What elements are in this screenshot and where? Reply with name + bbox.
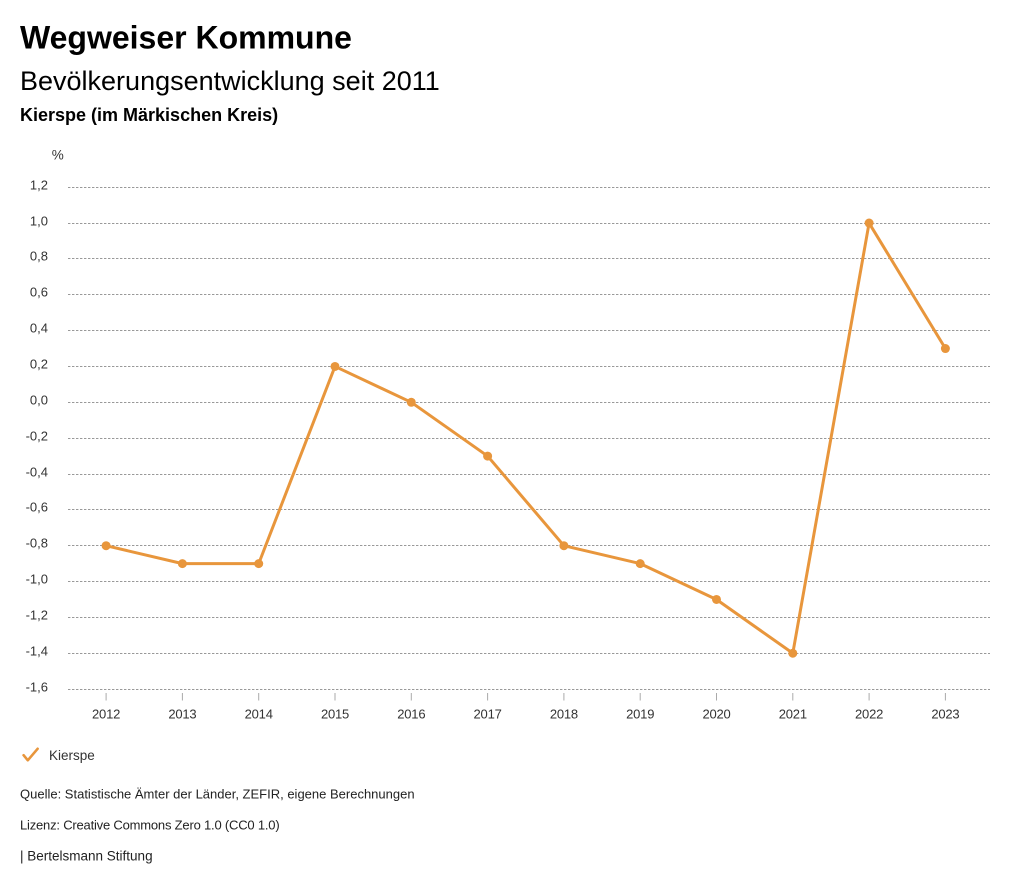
svg-text:-0,2: -0,2 — [26, 428, 48, 443]
svg-text:Lizenz: Creative Commons Zero: Lizenz: Creative Commons Zero 1.0 (CC0 1… — [20, 817, 279, 832]
svg-text:2018: 2018 — [550, 707, 578, 722]
svg-text:2020: 2020 — [702, 707, 730, 722]
svg-text:%: % — [52, 148, 64, 163]
svg-text:0,8: 0,8 — [30, 248, 48, 263]
svg-text:-1,4: -1,4 — [26, 643, 48, 658]
svg-text:1,2: 1,2 — [30, 177, 48, 192]
svg-text:-0,8: -0,8 — [26, 535, 48, 550]
svg-text:1,0: 1,0 — [30, 213, 48, 228]
svg-text:| Bertelsmann Stiftung: | Bertelsmann Stiftung — [20, 849, 153, 864]
svg-text:-0,4: -0,4 — [26, 464, 48, 479]
svg-text:-1,0: -1,0 — [26, 571, 48, 586]
svg-text:2017: 2017 — [474, 707, 502, 722]
svg-text:2013: 2013 — [168, 707, 196, 722]
svg-text:Wegweiser Kommune: Wegweiser Kommune — [20, 19, 352, 55]
svg-text:2021: 2021 — [779, 707, 807, 722]
svg-text:Bevölkerungsentwicklung seit 2: Bevölkerungsentwicklung seit 2011 — [20, 66, 440, 96]
svg-text:2014: 2014 — [245, 707, 273, 722]
svg-text:0,2: 0,2 — [30, 356, 48, 371]
svg-text:2022: 2022 — [855, 707, 883, 722]
svg-text:2015: 2015 — [321, 707, 349, 722]
svg-text:2023: 2023 — [931, 707, 959, 722]
svg-text:-1,6: -1,6 — [26, 679, 48, 694]
svg-text:0,6: 0,6 — [30, 284, 48, 299]
svg-text:2019: 2019 — [626, 707, 654, 722]
svg-text:0,4: 0,4 — [30, 320, 48, 335]
svg-text:Kierspe (im Märkischen Kreis): Kierspe (im Märkischen Kreis) — [20, 105, 278, 125]
svg-text:0,0: 0,0 — [30, 392, 48, 407]
svg-text:Quelle: Statistische Ämter der: Quelle: Statistische Ämter der Länder, Z… — [20, 787, 415, 802]
svg-text:-1,2: -1,2 — [26, 607, 48, 622]
svg-text:2012: 2012 — [92, 707, 120, 722]
svg-text:-0,6: -0,6 — [26, 499, 48, 514]
svg-text:2016: 2016 — [397, 707, 425, 722]
svg-text:Kierspe: Kierspe — [49, 748, 95, 763]
